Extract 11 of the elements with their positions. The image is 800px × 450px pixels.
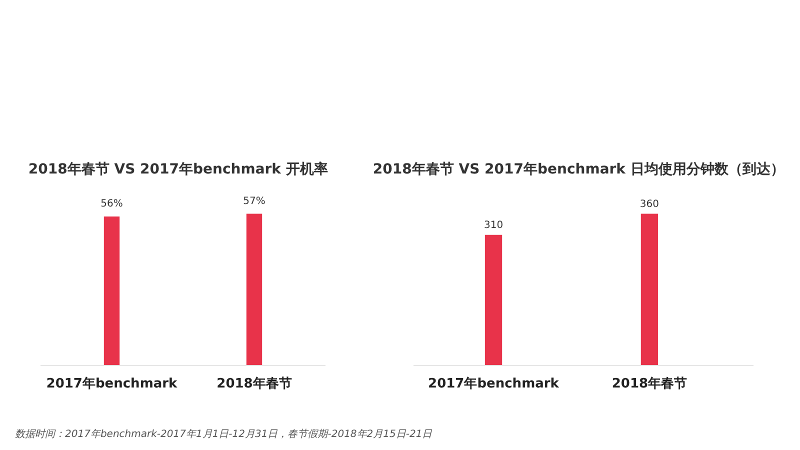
x-tick-label: 2017年benchmark bbox=[428, 376, 560, 392]
x-tick-label: 2018年春节 bbox=[216, 376, 292, 392]
chart-title: 2018年春节 VS 2017年benchmark 日均使用分钟数（到达） bbox=[372, 162, 784, 178]
text: 数据时间：2017年benchmark-2017年1月1日-12月31日，春节假期-2018年2月15日-21日 bbox=[15, 428, 432, 442]
data-label: 57% bbox=[243, 196, 266, 207]
data-label: 310 bbox=[484, 220, 504, 231]
x-tick-label: 2018年春节 bbox=[612, 376, 688, 392]
x-tick-label: 2017年benchmark bbox=[46, 376, 178, 392]
chart-title: 2018年春节 VS 2017年benchmark 开机率 bbox=[28, 160, 328, 178]
data-label: 56% bbox=[100, 198, 123, 210]
data-label: 360 bbox=[640, 198, 660, 210]
